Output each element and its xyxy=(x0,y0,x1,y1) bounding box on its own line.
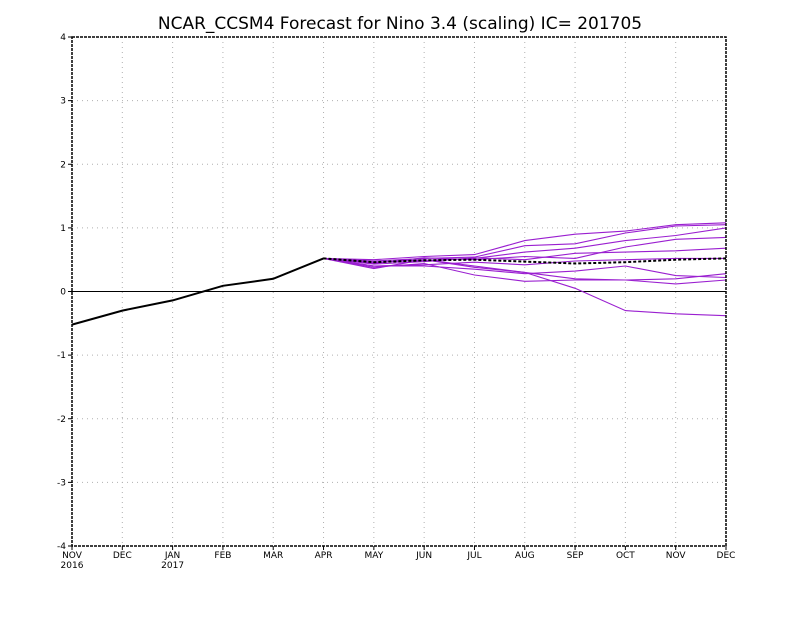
y-tick-label: -3 xyxy=(57,478,66,488)
x-tick-label: APR xyxy=(315,551,333,561)
ensemble-member-line xyxy=(323,257,727,317)
x-tick-label: NOV xyxy=(666,551,687,561)
y-tick-label: 0 xyxy=(60,288,66,298)
x-tick-label: JAN xyxy=(164,551,180,561)
y-tick-label: 4 xyxy=(60,33,66,43)
x-tick-label: MAY xyxy=(364,551,383,561)
x-tick-label: SEP xyxy=(567,551,584,561)
ensemble-member-line xyxy=(323,224,727,262)
x-tick-label: JUL xyxy=(466,551,481,561)
x-tick-label: OCT xyxy=(616,551,635,561)
x-year-label: 2017 xyxy=(161,561,184,571)
axes: NOV DEC JAN FEB MAR APR MAY JUN JUL AUG SEP OCT NOV D… xyxy=(57,33,735,571)
x-year-label: 2016 xyxy=(61,561,84,571)
ensemble-mean-line xyxy=(323,257,727,265)
chart-title: NCAR_CCSM4 Forecast for Nino 3.4 (scalin… xyxy=(158,14,642,34)
series-lines xyxy=(71,222,727,326)
y-tick-label: -2 xyxy=(57,415,66,425)
y-tick-label: -1 xyxy=(57,351,66,361)
x-tick-label: DEC xyxy=(717,551,736,561)
x-tick-label: AUG xyxy=(515,551,535,561)
x-tick-label: JUN xyxy=(415,551,432,561)
x-tick-label: FEB xyxy=(214,551,231,561)
y-tick-label: -4 xyxy=(57,542,66,552)
observed-line xyxy=(71,257,324,326)
plot-frame xyxy=(71,36,727,547)
y-tick-label: 2 xyxy=(60,160,66,170)
y-tick-label: 3 xyxy=(60,97,66,107)
grid-lines xyxy=(72,37,726,546)
x-tick-label: MAR xyxy=(263,551,283,561)
x-tick-label: NOV xyxy=(62,551,83,561)
x-tick-label: DEC xyxy=(113,551,132,561)
ensemble-member-line xyxy=(323,247,727,265)
y-tick-label: 1 xyxy=(60,224,66,234)
ensemble-member-line xyxy=(323,222,727,261)
